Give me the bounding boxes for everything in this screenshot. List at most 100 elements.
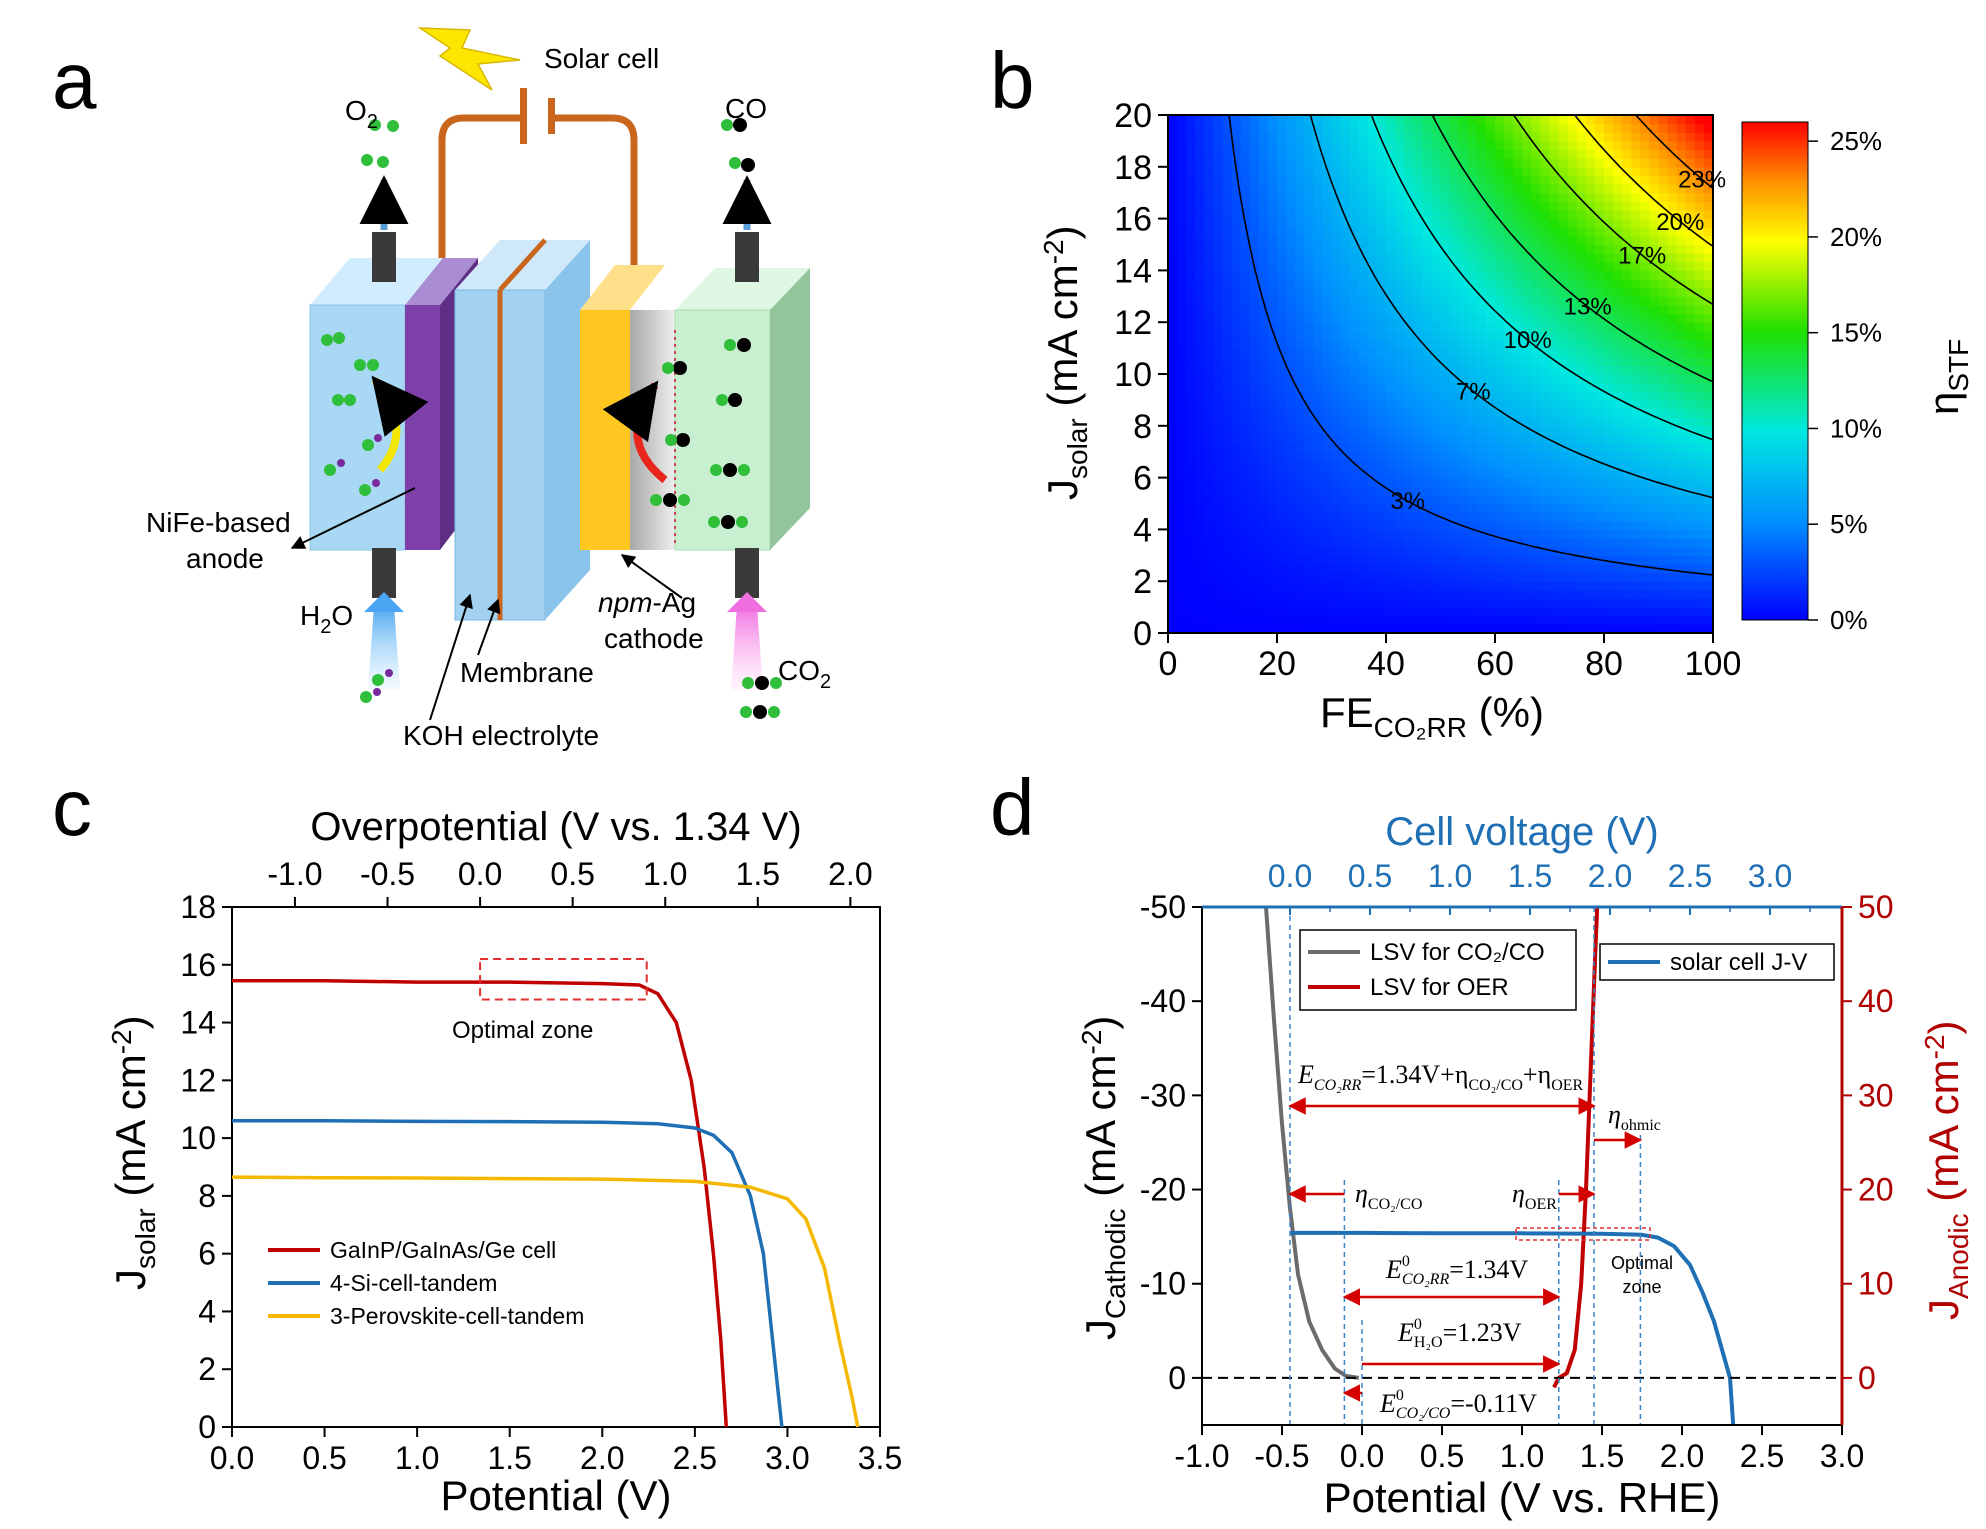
heatmap-cell xyxy=(1331,615,1342,625)
heatmap-cell xyxy=(1594,184,1605,194)
heatmap-cell xyxy=(1476,158,1487,168)
heatmap-cell xyxy=(1213,365,1224,375)
heatmap-cell xyxy=(1576,624,1587,633)
heatmap-cell xyxy=(1195,296,1205,306)
heatmap-cell xyxy=(1694,330,1705,341)
heatmap-cell xyxy=(1658,132,1669,142)
heatmap-cell xyxy=(1349,339,1360,349)
heatmap-cell xyxy=(1649,218,1660,228)
heatmap-cell xyxy=(1322,589,1333,600)
heatmap-cell xyxy=(1558,460,1569,470)
y-tick-label: 10 xyxy=(1114,356,1152,394)
heatmap-cell xyxy=(1558,296,1569,306)
heatmap-cell xyxy=(1585,563,1596,574)
heatmap-cell xyxy=(1413,313,1423,323)
heatmap-cell xyxy=(1676,520,1687,530)
heatmap-cell xyxy=(1685,339,1696,349)
heatmap-cell xyxy=(1467,443,1478,453)
heatmap-cell xyxy=(1549,123,1560,133)
heatmap-cell xyxy=(1476,244,1487,254)
heatmap-cell xyxy=(1549,227,1560,237)
heatmap-cell xyxy=(1558,468,1569,479)
heatmap-cell xyxy=(1277,304,1287,315)
heatmap-cell xyxy=(1331,382,1342,392)
heatmap-cell xyxy=(1286,339,1296,349)
molecule-dots xyxy=(321,118,782,719)
heatmap-cell xyxy=(1649,184,1660,194)
heatmap-cell xyxy=(1431,417,1442,427)
heatmap-cell xyxy=(1694,417,1705,427)
heatmap-cell xyxy=(1376,356,1387,366)
heatmap-cell xyxy=(1386,468,1396,479)
heatmap-cell xyxy=(1495,460,1505,470)
heatmap-cell xyxy=(1322,451,1333,461)
heatmap-cell xyxy=(1676,382,1687,392)
heatmap-cell xyxy=(1531,115,1542,125)
heatmap-cell xyxy=(1186,451,1196,461)
heatmap-cell xyxy=(1240,374,1251,384)
heatmap-cell xyxy=(1286,417,1296,427)
heatmap-cell xyxy=(1386,494,1396,505)
heatmap-cell xyxy=(1631,477,1641,487)
heatmap-cell xyxy=(1513,589,1523,600)
heatmap-cell xyxy=(1286,607,1296,617)
heatmap-cell xyxy=(1649,235,1660,246)
heatmap-cell xyxy=(1222,555,1233,565)
contour-label: 10% xyxy=(1504,327,1552,354)
heatmap-cell xyxy=(1304,477,1314,487)
heatmap-cell xyxy=(1222,365,1233,375)
heatmap-cell xyxy=(1522,520,1532,530)
heatmap-cell xyxy=(1349,374,1360,384)
heatmap-cell xyxy=(1440,175,1451,185)
heatmap-cell xyxy=(1240,149,1251,159)
heatmap-cell xyxy=(1640,486,1651,496)
heatmap-cell xyxy=(1495,158,1505,168)
heatmap-cell xyxy=(1286,460,1296,470)
heatmap-cell xyxy=(1267,304,1278,315)
heatmap-cell xyxy=(1622,434,1632,444)
heatmap-cell xyxy=(1576,218,1587,228)
heatmap-cell xyxy=(1295,572,1305,582)
colorbar-tick-label: 5% xyxy=(1830,509,1868,539)
heatmap-cell xyxy=(1485,192,1496,202)
heatmap-cell xyxy=(1258,184,1269,194)
heatmap-cell xyxy=(1168,598,1178,608)
heatmap-cell xyxy=(1277,313,1287,323)
heatmap-cell xyxy=(1195,399,1205,410)
heatmap-cell xyxy=(1322,296,1333,306)
heatmap-cell xyxy=(1322,546,1333,556)
heatmap-cell xyxy=(1222,209,1233,220)
heatmap-cell xyxy=(1195,520,1205,530)
heatmap-cell xyxy=(1685,279,1696,289)
right-tick-label: 50 xyxy=(1858,889,1894,925)
heatmap-cell xyxy=(1249,304,1260,315)
heatmap-cell xyxy=(1186,184,1196,194)
heatmap-cell xyxy=(1386,598,1396,608)
heatmap-cell xyxy=(1331,425,1342,436)
heatmap-cell xyxy=(1631,201,1641,211)
heatmap-cell xyxy=(1649,123,1660,133)
heatmap-cell xyxy=(1495,209,1505,220)
heatmap-cell xyxy=(1567,348,1578,358)
heatmap-cell xyxy=(1567,391,1578,401)
heatmap-cell xyxy=(1649,158,1660,168)
heatmap-cell xyxy=(1504,486,1514,496)
heatmap-cell xyxy=(1604,330,1614,341)
heatmap-cell xyxy=(1694,261,1705,271)
heatmap-cell xyxy=(1413,460,1423,470)
heatmap-cell xyxy=(1258,425,1269,436)
heatmap-cell xyxy=(1413,140,1423,151)
heatmap-cell xyxy=(1667,158,1678,168)
heatmap-cell xyxy=(1504,140,1514,151)
heatmap-cell xyxy=(1531,123,1542,133)
heatmap-cell xyxy=(1422,330,1433,341)
heatmap-cell xyxy=(1613,443,1623,453)
heatmap-cell xyxy=(1340,192,1351,202)
heatmap-cell xyxy=(1367,356,1378,366)
heatmap-cell xyxy=(1604,443,1614,453)
heatmap-cell xyxy=(1585,399,1596,410)
heatmap-cell xyxy=(1549,417,1560,427)
heatmap-cell xyxy=(1267,391,1278,401)
heatmap-cell xyxy=(1204,486,1215,496)
